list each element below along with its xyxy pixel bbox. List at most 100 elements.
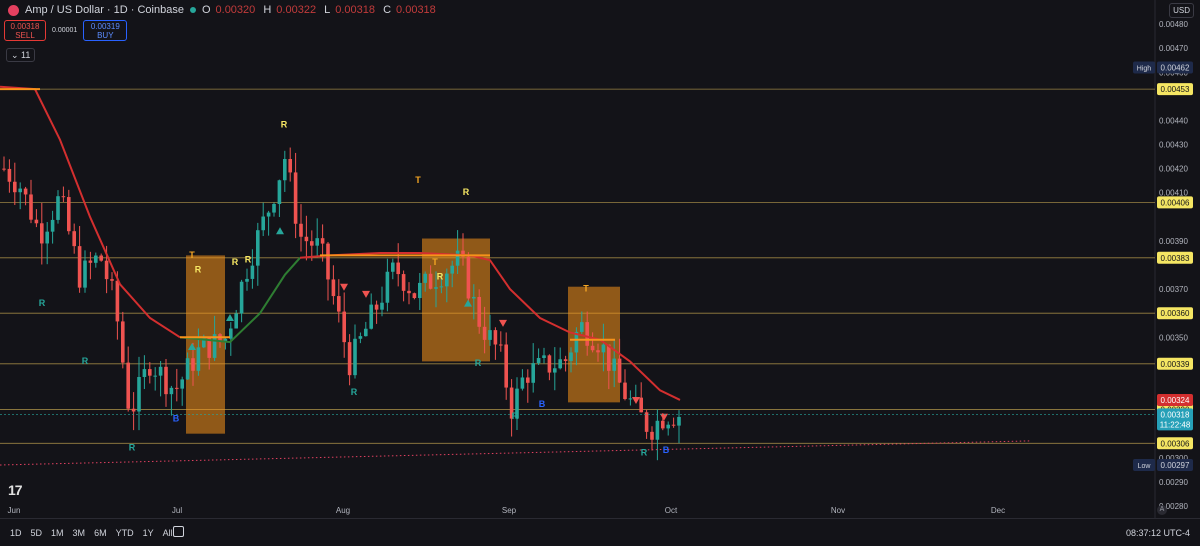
candle-body xyxy=(380,302,384,310)
x-tick-label: Jun xyxy=(8,506,21,515)
candle-body xyxy=(256,230,260,266)
range-3m[interactable]: 3M xyxy=(72,528,86,538)
market-status-icon xyxy=(189,7,196,13)
auto-scale-icon[interactable]: A xyxy=(1157,505,1167,515)
candle-body xyxy=(396,262,400,275)
y-tick-label: 0.00430 xyxy=(1159,141,1188,150)
signal-label: R xyxy=(232,257,239,267)
sell-button[interactable]: 0.00318 SELL xyxy=(4,20,46,41)
signal-label: R xyxy=(195,264,202,274)
candle-body xyxy=(131,408,136,412)
candle-body xyxy=(261,216,265,231)
candle-body xyxy=(353,338,357,376)
signal-label: R xyxy=(512,411,519,421)
buy-signal-triangle xyxy=(188,342,196,350)
price-level-badge xyxy=(1157,196,1193,209)
candle-body xyxy=(369,304,373,329)
candle-body xyxy=(385,271,390,303)
candle-body xyxy=(126,362,130,409)
candle-body xyxy=(531,363,535,383)
candle-body xyxy=(137,377,141,412)
candle-body xyxy=(461,250,465,257)
range-1d[interactable]: 1D xyxy=(10,528,22,538)
time-range-buttons: 1D 5D 1M 3M 6M YTD 1Y All xyxy=(10,528,173,538)
candle-body xyxy=(234,313,238,329)
price-level-text: 0.00453 xyxy=(1161,85,1190,94)
candle-body xyxy=(526,377,530,383)
candle-body xyxy=(347,342,352,376)
signal-label: T xyxy=(432,257,438,267)
last-price-badge xyxy=(1157,408,1193,431)
candle-body xyxy=(45,231,49,244)
candle-body xyxy=(628,398,633,400)
candle-body xyxy=(590,345,595,351)
candle-body xyxy=(466,256,471,299)
y-tick-label: 0.00480 xyxy=(1159,20,1188,29)
range-ytd[interactable]: YTD xyxy=(115,528,134,538)
price-level-text: 0.00360 xyxy=(1161,309,1190,318)
low-tag xyxy=(1133,458,1155,471)
candle-body xyxy=(153,375,157,377)
candle-body xyxy=(61,196,66,198)
x-tick-label: Nov xyxy=(831,506,845,515)
y-tick-label: 0.00440 xyxy=(1159,116,1188,125)
candle-body xyxy=(164,366,168,395)
buy-button[interactable]: 0.00319 BUY xyxy=(83,20,128,41)
range-5d[interactable]: 5D xyxy=(30,528,43,538)
currency-select[interactable]: USD xyxy=(1169,3,1194,18)
calendar-icon[interactable] xyxy=(173,526,184,537)
x-tick-label: Jul xyxy=(172,506,182,515)
price-level-badge xyxy=(1157,357,1193,370)
bottom-toolbar: 1D 5D 1M 3M 6M YTD 1Y All 08:37:12 UTC-4 xyxy=(0,518,1200,546)
candle-body xyxy=(326,243,330,280)
amp-logo-icon xyxy=(8,4,19,16)
trade-panel: 0.00318 SELL 0.00001 0.00319 BUY xyxy=(4,20,128,41)
price-level-badge xyxy=(1157,83,1193,96)
candle-body xyxy=(207,338,211,358)
candle-body xyxy=(644,412,649,432)
candle-body xyxy=(585,322,589,346)
ma-line-red xyxy=(0,85,181,339)
spread-value: 0.00001 xyxy=(52,27,78,34)
candle-body xyxy=(293,172,298,224)
candle-body xyxy=(358,336,363,339)
range-1m[interactable]: 1M xyxy=(51,528,64,538)
range-1y[interactable]: 1Y xyxy=(142,528,154,538)
candle-body xyxy=(639,397,643,413)
candle-body xyxy=(342,311,346,343)
range-all[interactable]: All xyxy=(162,528,173,538)
y-tick-label: 0.00470 xyxy=(1159,44,1188,53)
candle-body xyxy=(563,359,568,362)
clock[interactable]: 08:37:12 UTC-4 xyxy=(1125,528,1190,538)
high-badge xyxy=(1157,61,1193,74)
candle-body xyxy=(196,347,201,371)
candle-body xyxy=(185,358,190,380)
y-tick-label: 0.00290 xyxy=(1159,478,1188,487)
candle-body xyxy=(34,219,39,224)
candle-body xyxy=(450,265,454,274)
candle-body xyxy=(88,260,93,263)
candle-body xyxy=(445,273,449,287)
candle-body xyxy=(23,188,28,195)
candle-body xyxy=(482,326,487,340)
candle-body xyxy=(418,282,422,299)
candle-body xyxy=(158,366,163,376)
signal-label: R xyxy=(437,271,444,281)
y-tick-label: 0.00370 xyxy=(1159,285,1188,294)
range-6m[interactable]: 6M xyxy=(94,528,107,538)
x-tick-label: Oct xyxy=(665,506,678,515)
candle-body xyxy=(661,420,665,429)
signal-label: R xyxy=(475,358,482,368)
countdown-text: 11:22:48 xyxy=(1160,420,1191,429)
candle-body xyxy=(110,279,114,281)
y-tick-label: 0.00410 xyxy=(1159,189,1188,198)
high-text: 0.00462 xyxy=(1161,63,1190,72)
candle-body xyxy=(612,358,616,371)
candle-body xyxy=(407,290,411,294)
candle-body xyxy=(50,219,55,232)
candle-body xyxy=(331,279,336,297)
indicators-toggle[interactable]: ⌄ 11 xyxy=(6,48,36,62)
price-level-badge xyxy=(1157,437,1193,450)
symbol-title[interactable]: Amp / US Dollar · 1D · Coinbase xyxy=(25,4,184,16)
